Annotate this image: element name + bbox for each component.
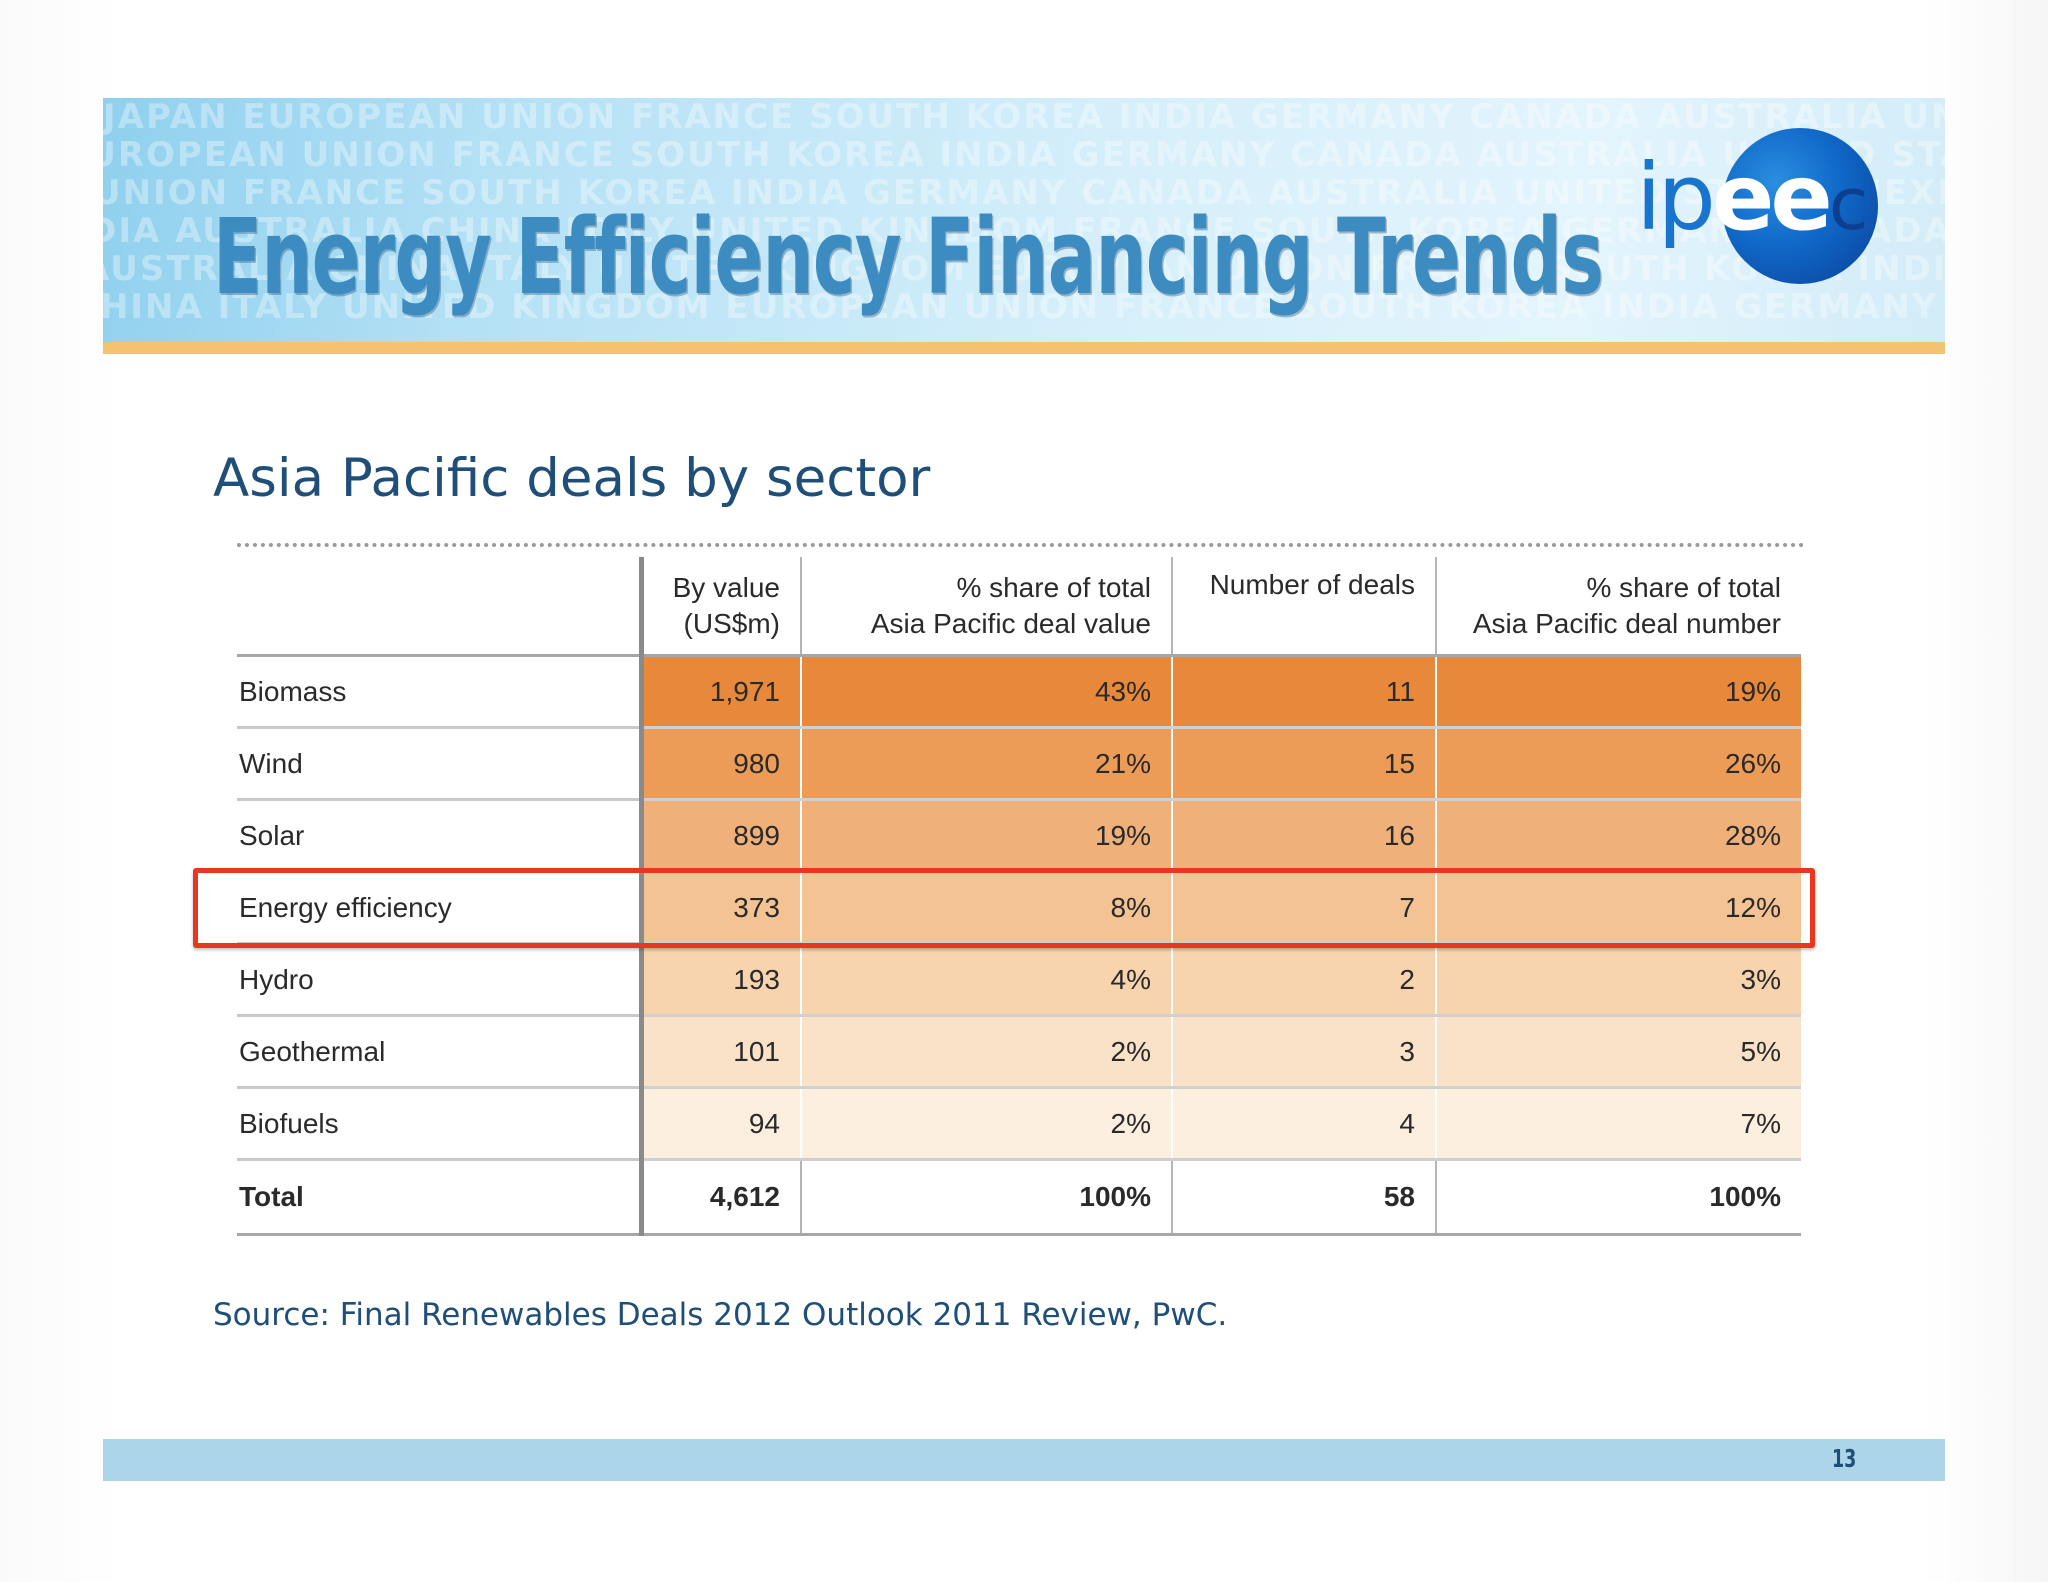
row-deals: 7: [1171, 871, 1436, 945]
table-row: Hydro 193 4% 2 3%: [237, 943, 1801, 1017]
header-number-of-deals: Number of deals: [1171, 557, 1436, 657]
row-value-share: 2%: [800, 1015, 1172, 1089]
row-value-share: 21%: [800, 727, 1172, 801]
slide-title: Energy Efficiency Financing Trends: [213, 196, 1604, 318]
row-deals-share: 26%: [1435, 727, 1801, 801]
page-number: 13: [1832, 1444, 1857, 1473]
total-value: 4,612: [638, 1159, 801, 1236]
row-value-share: 19%: [800, 799, 1172, 873]
row-value: 373: [638, 871, 801, 945]
banner-word-line: AUSTRALIA CHINA ITALY UNITED KINGDOM EUR…: [103, 249, 1945, 289]
table-total-row: Total 4,612 100% 58 100%: [237, 1159, 1801, 1236]
banner-word-line: INDIA AUSTRALIA CHINA ITALY UNITED KINGD…: [103, 211, 1945, 251]
energy-efficiency-highlight: [193, 867, 1815, 948]
banner-word-line: UNION FRANCE SOUTH KOREA INDIA GERMANY C…: [103, 173, 1945, 213]
row-deals-share: 7%: [1435, 1087, 1801, 1161]
header-by-value-line1: By value: [672, 571, 780, 603]
header-value-share-line2: Asia Pacific deal value: [870, 607, 1151, 639]
header-sector: [237, 557, 641, 657]
header-banner: JAPAN EUROPEAN UNION FRANCE SOUTH KOREA …: [103, 98, 1945, 342]
row-deals: 4: [1171, 1087, 1436, 1161]
row-deals: 15: [1171, 727, 1436, 801]
row-deals-share: 19%: [1435, 655, 1801, 729]
banner-word-line: EUROPEAN UNION FRANCE SOUTH KOREA INDIA …: [103, 135, 1945, 175]
row-deals-share: 5%: [1435, 1015, 1801, 1089]
row-value: 101: [638, 1015, 801, 1089]
row-value-share: 4%: [800, 943, 1172, 1017]
row-deals-share: 12%: [1435, 871, 1801, 945]
subtitle: Asia Pacific deals by sector: [213, 448, 931, 509]
header-deal-number-share-line1: % share of total: [1586, 571, 1781, 603]
header-by-value: By value (US$m): [638, 557, 801, 657]
logo-text-ee: ee: [1711, 144, 1833, 251]
row-sector: Wind: [237, 727, 641, 801]
row-sector: Hydro: [237, 943, 641, 1017]
table-row-highlighted: Energy efficiency 373 8% 7 12%: [237, 871, 1801, 945]
row-value-share: 2%: [800, 1087, 1172, 1161]
table-top-divider: [237, 543, 1805, 547]
ipeec-logo: ipeec: [1636, 124, 1896, 290]
banner-word-line: CHINA ITALY UNITED KINGDOM EUROPEAN UNIO…: [103, 287, 1945, 327]
header-number-of-deals-line1: Number of deals: [1209, 569, 1415, 600]
row-deals: 2: [1171, 943, 1436, 1017]
logo-circle-icon: [1722, 128, 1878, 284]
row-deals-share: 28%: [1435, 799, 1801, 873]
row-sector: Biomass: [237, 655, 641, 729]
footer-bar: [103, 1439, 1945, 1481]
total-value-share: 100%: [800, 1159, 1172, 1236]
row-deals: 16: [1171, 799, 1436, 873]
row-value: 980: [638, 727, 801, 801]
row-value-share: 8%: [800, 871, 1172, 945]
table-row: Biofuels 94 2% 4 7%: [237, 1087, 1801, 1161]
row-sector: Solar: [237, 799, 641, 873]
row-sector: Biofuels: [237, 1087, 641, 1161]
row-value: 1,971: [638, 655, 801, 729]
banner-background-words: JAPAN EUROPEAN UNION FRANCE SOUTH KOREA …: [103, 98, 1945, 342]
source-note: Source: Final Renewables Deals 2012 Outl…: [213, 1297, 1228, 1333]
row-value-share: 43%: [800, 655, 1172, 729]
table-row: Biomass 1,971 43% 11 19%: [237, 655, 1801, 729]
logo-text-c: c: [1828, 162, 1869, 246]
header-deal-number-share: % share of total Asia Pacific deal numbe…: [1435, 557, 1801, 657]
header-deal-number-share-line2: Asia Pacific deal number: [1472, 607, 1781, 639]
deals-table: By value (US$m) % share of total Asia Pa…: [237, 557, 1801, 1236]
total-deals-share: 100%: [1435, 1159, 1801, 1236]
table-header-row: By value (US$m) % share of total Asia Pa…: [237, 557, 1801, 657]
row-sector: Energy efficiency: [237, 871, 641, 945]
row-value: 193: [638, 943, 801, 1017]
banner-word-line: JAPAN EUROPEAN UNION FRANCE SOUTH KOREA …: [103, 98, 1945, 137]
row-deals-share: 3%: [1435, 943, 1801, 1017]
total-deals: 58: [1171, 1159, 1436, 1236]
logo-text-ip: ip: [1636, 144, 1716, 251]
row-value: 899: [638, 799, 801, 873]
table-row: Wind 980 21% 15 26%: [237, 727, 1801, 801]
row-value: 94: [638, 1087, 801, 1161]
row-deals: 11: [1171, 655, 1436, 729]
total-label: Total: [237, 1159, 641, 1236]
table-row: Geothermal 101 2% 3 5%: [237, 1015, 1801, 1089]
logo-wordmark: ipeec: [1636, 148, 1869, 254]
header-accent-bar: [103, 342, 1945, 354]
header-by-value-line2: (US$m): [683, 607, 780, 639]
row-sector: Geothermal: [237, 1015, 641, 1089]
table-row: Solar 899 19% 16 28%: [237, 799, 1801, 873]
row-deals: 3: [1171, 1015, 1436, 1089]
header-value-share-line1: % share of total: [956, 571, 1151, 603]
header-value-share: % share of total Asia Pacific deal value: [800, 557, 1172, 657]
